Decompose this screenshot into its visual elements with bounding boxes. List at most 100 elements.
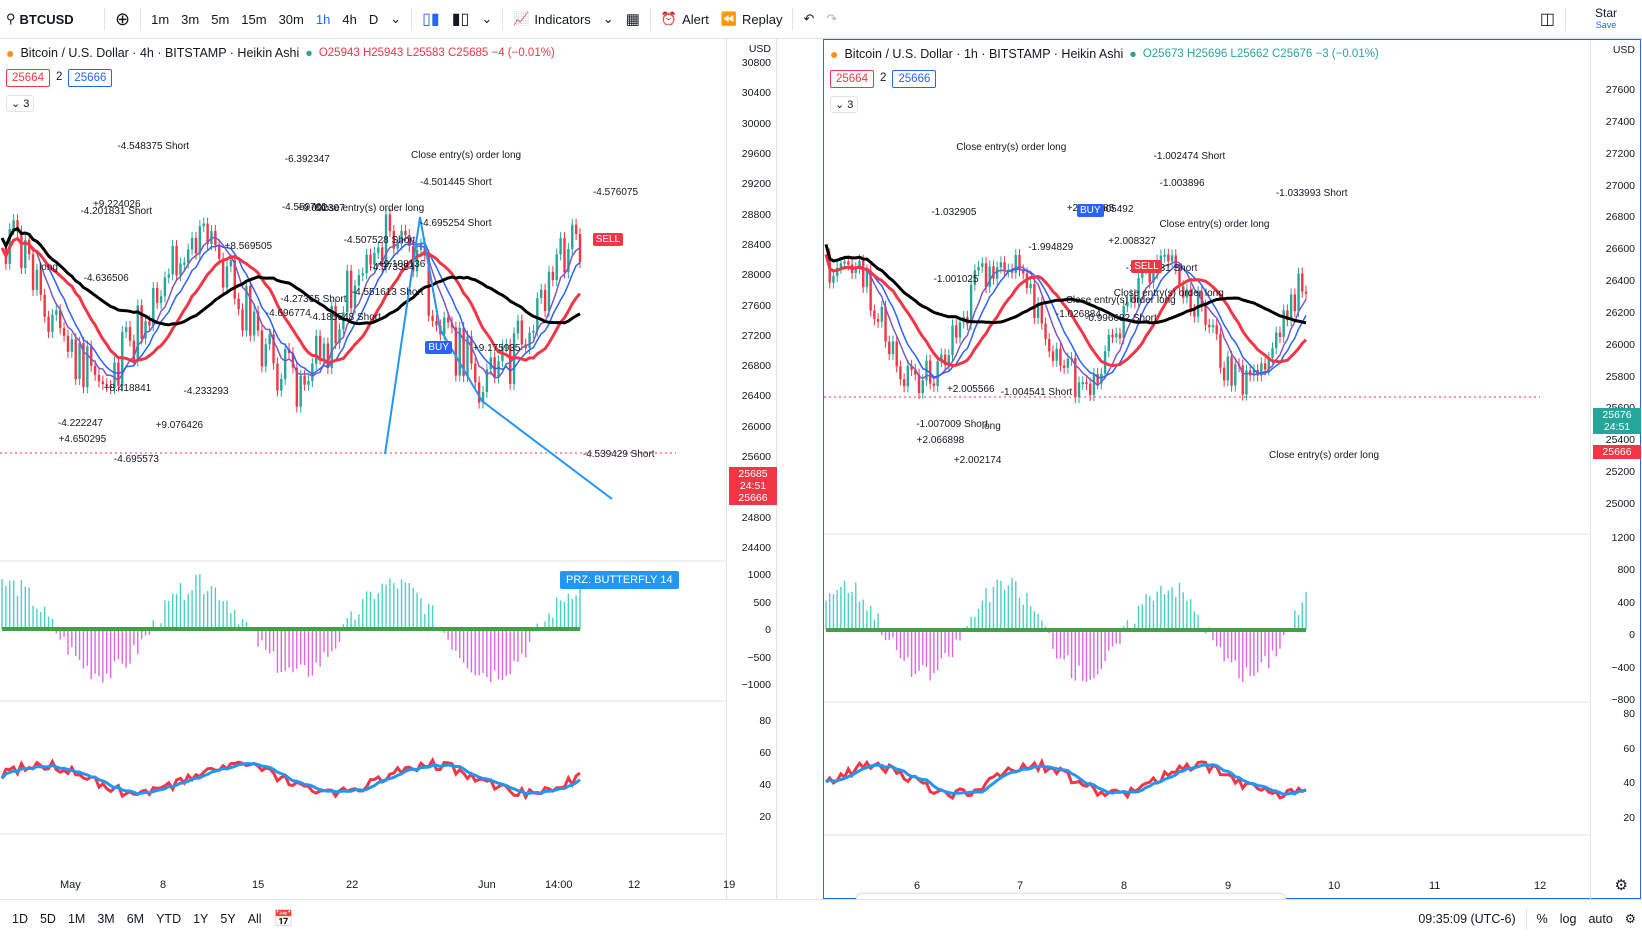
layout-split-button[interactable]: ◫ xyxy=(1534,0,1561,38)
alert-button[interactable]: ⏰ Alert xyxy=(655,0,715,38)
trade-annotation: -6.392347 xyxy=(284,154,330,166)
indicators-button[interactable]: 📈 Indicators xyxy=(507,0,597,38)
bitcoin-icon: ● xyxy=(830,46,839,62)
range-5d[interactable]: 5D xyxy=(39,911,56,926)
candle-body xyxy=(910,365,913,371)
calendar-icon: 📅 xyxy=(273,910,294,928)
interval-d[interactable]: D xyxy=(363,0,384,38)
candle-body xyxy=(865,270,869,288)
go-to-date-button[interactable]: 📅 xyxy=(268,909,300,929)
candle-body xyxy=(555,254,558,281)
candle-body xyxy=(914,370,917,375)
axis-tick-label: 40 xyxy=(1623,777,1635,790)
axis-tick-label: −500 xyxy=(747,651,771,664)
undo-button[interactable]: ↶ xyxy=(797,0,820,38)
range-1d[interactable]: 1D xyxy=(12,911,28,926)
candle-body xyxy=(899,366,902,380)
candle-body xyxy=(90,346,93,366)
candle-body xyxy=(1278,332,1282,338)
candle-body xyxy=(1263,363,1267,370)
save-button[interactable]: Star Save xyxy=(1570,0,1642,38)
candle-body xyxy=(955,325,958,338)
interval-1m[interactable]: 1m xyxy=(145,0,175,38)
candle-body xyxy=(256,311,260,331)
rsi-blue-line xyxy=(0,762,581,796)
candle-body xyxy=(862,260,865,288)
settings-gear-icon[interactable]: ⚙ xyxy=(1614,877,1628,894)
candle-body xyxy=(241,309,244,331)
interval-1h[interactable]: 1h xyxy=(310,0,336,38)
chart-type-dropdown[interactable]: ⌄ xyxy=(475,0,498,38)
candle-body xyxy=(400,230,403,244)
chart-type-button[interactable]: ▮▯ xyxy=(446,0,476,38)
bar-style-button[interactable]: ▯▮ xyxy=(416,0,446,38)
interval-3m[interactable]: 3m xyxy=(175,0,205,38)
layout-button[interactable]: ▦ xyxy=(620,0,646,38)
replay-button[interactable]: ⏪ Replay xyxy=(715,0,789,38)
candle-body xyxy=(969,284,973,325)
interval-15m[interactable]: 15m xyxy=(235,0,272,38)
candle-body xyxy=(167,274,171,278)
interval-5m[interactable]: 5m xyxy=(205,0,235,38)
range-ytd[interactable]: YTD xyxy=(156,911,182,926)
grid-icon: ▦ xyxy=(625,11,640,28)
candle-body xyxy=(1048,339,1051,352)
divider xyxy=(649,8,651,30)
axis-tick-label: 26400 xyxy=(1605,275,1635,288)
axis-tick-label: 20 xyxy=(1623,812,1635,824)
candle-body xyxy=(264,344,267,367)
redo-button[interactable]: ↷ xyxy=(820,0,843,38)
clock-display[interactable]: 09:35:09 (UTC-6) xyxy=(1418,911,1516,926)
trade-annotation: Close entry(s) order long xyxy=(956,141,1067,153)
log-toggle[interactable]: log xyxy=(1559,911,1577,926)
candle-body xyxy=(1219,334,1222,368)
range-3m[interactable]: 3M xyxy=(97,911,115,926)
candle-body xyxy=(392,231,395,249)
range-1m[interactable]: 1M xyxy=(67,911,86,926)
sell-price-box[interactable]: 25664 xyxy=(6,69,50,87)
left-chart-canvas[interactable] xyxy=(0,39,776,899)
interval-label: 30m xyxy=(278,11,304,27)
range-all[interactable]: All xyxy=(247,911,262,926)
candle-body xyxy=(1107,334,1110,352)
right-chart-panel[interactable]: ● Bitcoin / U.S. Dollar · 1h · BITSTAMP … xyxy=(823,39,1641,900)
axis-tick-label: 27000 xyxy=(1605,179,1635,192)
candle-body xyxy=(20,231,23,269)
split-panel-icon: ◫ xyxy=(1539,11,1555,28)
sell-price-box[interactable]: 25664 xyxy=(830,70,874,88)
ma-blue-line xyxy=(1,237,581,376)
candle-body xyxy=(1010,269,1014,273)
symbol-search[interactable]: ⚲ BTCUSD xyxy=(0,0,100,38)
candle-body xyxy=(1196,291,1200,317)
percent-toggle[interactable]: % xyxy=(1536,911,1548,926)
candle-body xyxy=(1007,269,1010,272)
candle-body xyxy=(1014,255,1017,273)
left-indicators-collapse[interactable]: ⌄ 3 xyxy=(6,95,35,112)
candle-body xyxy=(895,341,898,367)
right-price-axis: USD 27600 27400 27200 27000 26800 26600 26400 2… xyxy=(1590,40,1641,900)
right-chart-canvas[interactable] xyxy=(824,40,1640,898)
candle-body xyxy=(574,224,578,234)
interval-30m[interactable]: 30m xyxy=(273,0,310,38)
interval-dropdown[interactable]: ⌄ xyxy=(384,0,407,38)
auto-toggle[interactable]: auto xyxy=(1588,911,1613,926)
buy-price-box[interactable]: 25666 xyxy=(68,69,113,87)
candle-body xyxy=(536,298,539,331)
range-5y[interactable]: 5Y xyxy=(220,911,236,926)
range-1y[interactable]: 1Y xyxy=(193,911,209,926)
indicators-dropdown[interactable]: ⌄ xyxy=(597,0,620,38)
axis-tick-label: 28400 xyxy=(741,238,771,251)
candle-body xyxy=(543,289,547,312)
compare-button[interactable]: ⊕ xyxy=(109,0,136,38)
right-indicators-collapse[interactable]: ⌄ 3 xyxy=(830,96,859,113)
interval-4h[interactable]: 4h xyxy=(336,0,362,38)
buy-price-box[interactable]: 25666 xyxy=(892,70,937,88)
range-6m[interactable]: 6M xyxy=(126,911,145,926)
chart-settings-button[interactable]: ⚙ xyxy=(1619,911,1642,926)
candle-body xyxy=(16,220,19,232)
trade-annotation: -4.539429 Short xyxy=(582,448,655,460)
candle-body xyxy=(221,258,225,288)
candle-body xyxy=(1148,267,1151,283)
candle-body xyxy=(117,362,120,386)
left-chart-panel[interactable]: ● Bitcoin / U.S. Dollar · 4h · BITSTAMP … xyxy=(0,39,777,899)
